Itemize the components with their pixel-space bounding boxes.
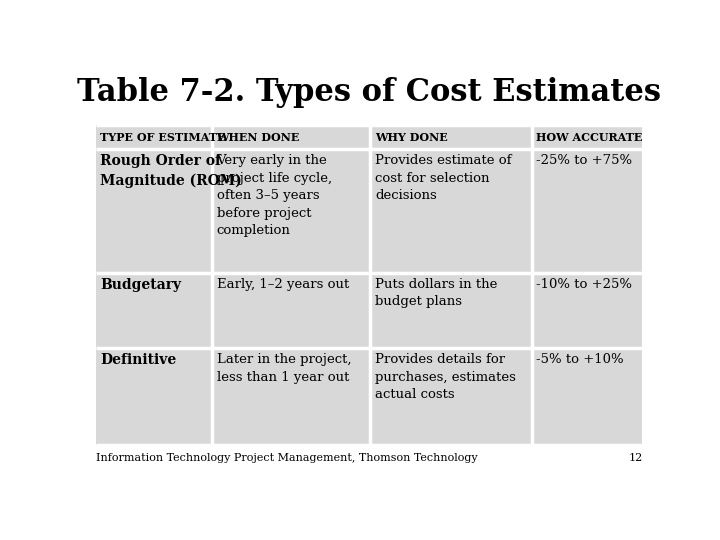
Text: Later in the project,
less than 1 year out: Later in the project, less than 1 year o… [217,353,351,384]
Text: Information Technology Project Management, Thomson Technology: Information Technology Project Managemen… [96,453,477,463]
Text: Rough Order of
Magnitude (ROM): Rough Order of Magnitude (ROM) [100,154,242,187]
Text: Budgetary: Budgetary [100,278,181,292]
Text: Provides details for
purchases, estimates
actual costs: Provides details for purchases, estimate… [375,353,516,401]
Text: Table 7-2. Types of Cost Estimates: Table 7-2. Types of Cost Estimates [77,77,661,109]
Text: HOW ACCURATE: HOW ACCURATE [536,132,643,143]
Text: WHEN DONE: WHEN DONE [217,132,300,143]
Bar [96,125,642,149]
Text: Provides estimate of
cost for selection
decisions: Provides estimate of cost for selection … [375,154,511,202]
Text: 12: 12 [628,453,642,463]
Text: -10% to +25%: -10% to +25% [536,278,632,291]
Text: -5% to +10%: -5% to +10% [536,353,624,366]
Text: Definitive: Definitive [100,353,176,367]
Text: Puts dollars in the
budget plans: Puts dollars in the budget plans [375,278,498,308]
Text: Very early in the
project life cycle,
often 3–5 years
before project
completion: Very early in the project life cycle, of… [217,154,332,237]
Text: WHY DONE: WHY DONE [375,132,448,143]
Text: TYPE OF ESTIMATE: TYPE OF ESTIMATE [100,132,225,143]
Text: -25% to +75%: -25% to +75% [536,154,632,167]
Text: Early, 1–2 years out: Early, 1–2 years out [217,278,348,291]
